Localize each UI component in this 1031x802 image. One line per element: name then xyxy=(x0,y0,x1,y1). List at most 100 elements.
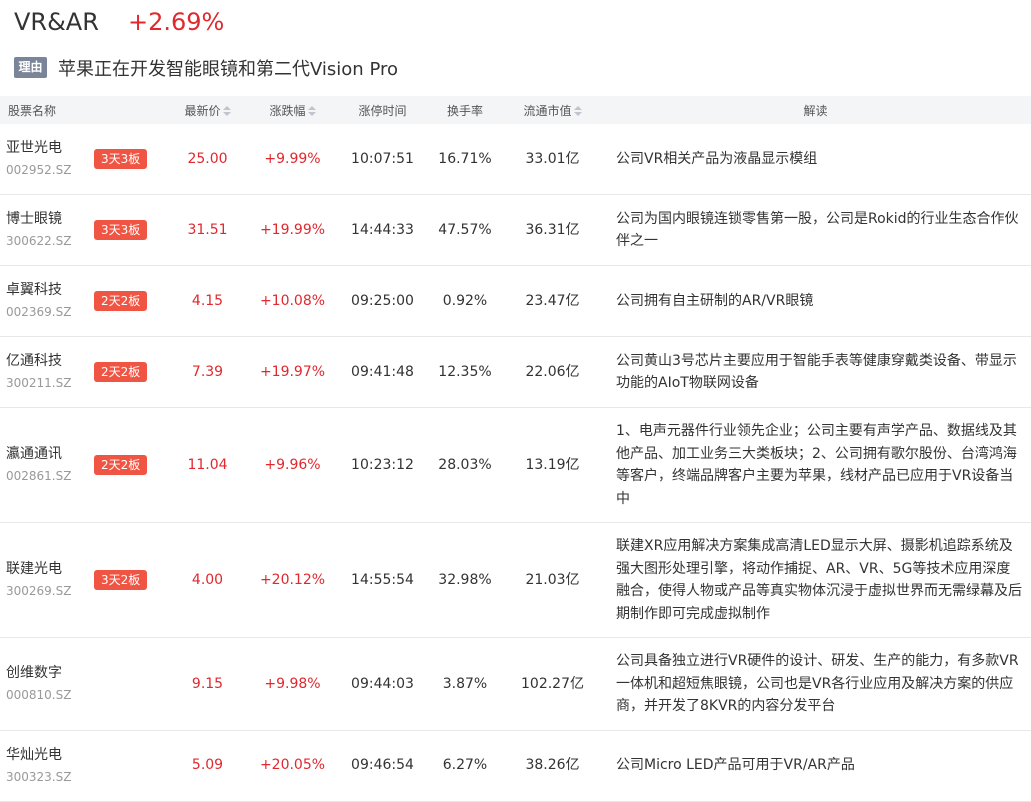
name-cell: 创维数字 000810.SZ xyxy=(0,637,170,731)
name-block: 创维数字 000810.SZ xyxy=(6,662,94,706)
limit-tag: 2天2板 xyxy=(94,362,148,382)
change: +20.05% xyxy=(245,730,340,802)
column-header[interactable]: 最新价 xyxy=(170,96,245,124)
stock-code: 300211.SZ xyxy=(6,376,72,390)
limit-time: 14:55:54 xyxy=(340,522,425,638)
price: 4.15 xyxy=(170,265,245,337)
description: 联建XR应用解决方案集成高清LED显示大屏、摄影机追踪系统及强大图形处理引擎，将… xyxy=(600,522,1031,638)
name-cell: 瀛通通讯 002861.SZ 2天2板 xyxy=(0,407,170,523)
turnover: 32.98% xyxy=(425,522,505,638)
limit-time: 09:46:54 xyxy=(340,730,425,802)
stock-row[interactable]: 亿通科技 300211.SZ 2天2板 7.39 +19.97% 09:41:48 12.3… xyxy=(0,336,1031,408)
stock-row[interactable]: 创维数字 000810.SZ 9.15 +9.98% 09:44:03 3.87% 102.… xyxy=(0,637,1031,731)
name-cell: 亿通科技 300211.SZ 2天2板 xyxy=(0,336,170,408)
column-label: 换手率 xyxy=(446,103,483,118)
stock-code: 002369.SZ xyxy=(6,305,72,319)
market-cap: 33.01亿 xyxy=(505,124,600,195)
sector-title: VR&AR xyxy=(14,8,99,36)
reason-text: 苹果正在开发智能眼镜和第二代Vision Pro xyxy=(58,59,398,80)
reason-label: 理由 xyxy=(14,57,47,78)
column-label: 涨停时间 xyxy=(358,103,407,118)
column-label: 涨跌幅 xyxy=(269,103,306,118)
sort-icon[interactable] xyxy=(307,106,316,116)
stock-name: 亿通科技 xyxy=(6,353,62,369)
turnover: 6.27% xyxy=(425,730,505,802)
limit-time: 09:44:03 xyxy=(340,637,425,731)
stock-code: 300269.SZ xyxy=(6,584,72,598)
stock-code: 300622.SZ xyxy=(6,234,72,248)
name-block: 亚世光电 002952.SZ xyxy=(6,137,94,181)
column-label: 股票名称 xyxy=(8,103,57,118)
turnover: 47.57% xyxy=(425,194,505,266)
name-block: 亿通科技 300211.SZ xyxy=(6,350,94,394)
limit-tag: 3天2板 xyxy=(94,570,148,590)
column-header: 解读 xyxy=(600,96,1031,124)
column-header[interactable]: 涨跌幅 xyxy=(245,96,340,124)
name-cell: 联建光电 300269.SZ 3天2板 xyxy=(0,522,170,638)
change: +20.12% xyxy=(245,522,340,638)
header-row: 股票名称 最新价 涨跌幅 涨停时间 换手率 流通市值 解读 xyxy=(0,96,1031,124)
sort-icon[interactable] xyxy=(573,106,582,116)
name-block: 博士眼镜 300622.SZ xyxy=(6,208,94,252)
stock-row[interactable]: 卓翼科技 002369.SZ 2天2板 4.15 +10.08% 09:25:00 0.92… xyxy=(0,265,1031,337)
description: 公司VR相关产品为液晶显示模组 xyxy=(600,124,1031,195)
name-block: 卓翼科技 002369.SZ xyxy=(6,279,94,323)
sector-change: +2.69% xyxy=(128,8,225,36)
limit-time: 10:07:51 xyxy=(340,124,425,195)
market-cap: 38.26亿 xyxy=(505,730,600,802)
stock-row[interactable]: 联建光电 300269.SZ 3天2板 4.00 +20.12% 14:55:54 32.9… xyxy=(0,522,1031,638)
sort-icon[interactable] xyxy=(222,106,231,116)
price: 31.51 xyxy=(170,194,245,266)
stock-name: 博士眼镜 xyxy=(6,211,62,227)
name-block: 瀛通通讯 002861.SZ xyxy=(6,443,94,487)
stock-code: 002952.SZ xyxy=(6,163,72,177)
stock-name: 卓翼科技 xyxy=(6,282,62,298)
price: 11.04 xyxy=(170,407,245,523)
name-block: 联建光电 300269.SZ xyxy=(6,558,94,602)
stock-code: 002861.SZ xyxy=(6,469,72,483)
description: 公司拥有自主研制的AR/VR眼镜 xyxy=(600,265,1031,337)
stock-code: 000810.SZ xyxy=(6,687,72,702)
market-cap: 21.03亿 xyxy=(505,522,600,638)
column-header: 股票名称 xyxy=(0,96,170,124)
column-label: 最新价 xyxy=(184,103,221,118)
price: 25.00 xyxy=(170,124,245,195)
turnover: 28.03% xyxy=(425,407,505,523)
name-cell: 卓翼科技 002369.SZ 2天2板 xyxy=(0,265,170,337)
limit-time: 10:23:12 xyxy=(340,407,425,523)
stock-name: 瀛通通讯 xyxy=(6,446,62,462)
market-cap: 36.31亿 xyxy=(505,194,600,266)
limit-tag: 2天2板 xyxy=(94,291,148,311)
column-header: 换手率 xyxy=(425,96,505,124)
market-cap: 13.19亿 xyxy=(505,407,600,523)
stock-name: 创维数字 xyxy=(6,664,62,681)
name-block: 华灿光电 300323.SZ xyxy=(6,744,94,788)
limit-tag: 3天3板 xyxy=(94,149,148,169)
limit-tag: 2天2板 xyxy=(94,455,148,475)
stock-row[interactable]: 华灿光电 300323.SZ 5.09 +20.05% 09:46:54 6.27% 38.… xyxy=(0,730,1031,802)
description: 1、电声元器件行业领先企业；公司主要有声学产品、数据线及其他产品、加工业务三大类… xyxy=(600,407,1031,523)
stock-row[interactable]: 博士眼镜 300622.SZ 3天3板 31.51 +19.99% 14:44:33 47.… xyxy=(0,194,1031,266)
description: 公司为国内眼镜连锁零售第一股，公司是Rokid的行业生态合作伙伴之一 xyxy=(600,194,1031,266)
name-wrap: 卓翼科技 002369.SZ 2天2板 xyxy=(6,279,170,323)
name-wrap: 瀛通通讯 002861.SZ 2天2板 xyxy=(6,443,170,487)
name-cell: 博士眼镜 300622.SZ 3天3板 xyxy=(0,194,170,266)
description: 公司具备独立进行VR硬件的设计、研发、生产的能力，有多款VR一体机和超短焦眼镜，… xyxy=(600,637,1031,731)
column-header[interactable]: 流通市值 xyxy=(505,96,600,124)
price: 5.09 xyxy=(170,730,245,802)
stock-name: 联建光电 xyxy=(6,561,62,577)
name-wrap: 亚世光电 002952.SZ 3天3板 xyxy=(6,137,170,181)
limit-time: 14:44:33 xyxy=(340,194,425,266)
turnover: 16.71% xyxy=(425,124,505,195)
stock-row[interactable]: 瀛通通讯 002861.SZ 2天2板 11.04 +9.96% 10:23:12 28.0… xyxy=(0,407,1031,523)
stock-name: 亚世光电 xyxy=(6,140,62,156)
market-cap: 22.06亿 xyxy=(505,336,600,408)
turnover: 12.35% xyxy=(425,336,505,408)
column-label: 解读 xyxy=(803,103,828,118)
description: 公司黄山3号芯片主要应用于智能手表等健康穿戴类设备、带显示功能的AIoT物联网设… xyxy=(600,336,1031,408)
stock-row[interactable]: 亚世光电 002952.SZ 3天3板 25.00 +9.99% 10:07:51 16.7… xyxy=(0,124,1031,195)
table-body: 亚世光电 002952.SZ 3天3板 25.00 +9.99% 10:07:51 16.7… xyxy=(0,124,1031,802)
column-header: 涨停时间 xyxy=(340,96,425,124)
turnover: 0.92% xyxy=(425,265,505,337)
